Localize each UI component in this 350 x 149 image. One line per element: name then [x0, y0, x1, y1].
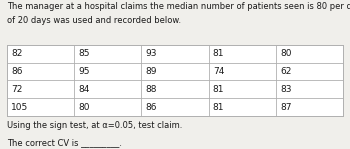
Text: 80: 80 [280, 49, 292, 58]
Text: 82: 82 [11, 49, 22, 58]
Text: 84: 84 [78, 85, 90, 94]
Text: 74: 74 [213, 67, 224, 76]
Text: The manager at a hospital claims the median number of patients seen is 80 per da: The manager at a hospital claims the med… [7, 2, 350, 11]
Text: 83: 83 [280, 85, 292, 94]
Text: 93: 93 [146, 49, 157, 58]
Text: 72: 72 [11, 85, 22, 94]
Text: 80: 80 [78, 103, 90, 112]
Text: The correct CV is _________.: The correct CV is _________. [7, 138, 122, 147]
Text: 81: 81 [213, 85, 224, 94]
Text: 86: 86 [11, 67, 23, 76]
Text: 62: 62 [280, 67, 291, 76]
Text: 81: 81 [213, 49, 224, 58]
Text: 85: 85 [78, 49, 90, 58]
Text: 88: 88 [146, 85, 157, 94]
FancyBboxPatch shape [7, 45, 343, 116]
Text: 86: 86 [146, 103, 157, 112]
Text: 81: 81 [213, 103, 224, 112]
Text: 87: 87 [280, 103, 292, 112]
Text: 105: 105 [11, 103, 28, 112]
Text: 95: 95 [78, 67, 90, 76]
Text: 89: 89 [146, 67, 157, 76]
Text: Using the sign test, at α=0.05, test claim.: Using the sign test, at α=0.05, test cla… [7, 121, 182, 130]
Text: of 20 days was used and recorded below.: of 20 days was used and recorded below. [7, 16, 181, 25]
